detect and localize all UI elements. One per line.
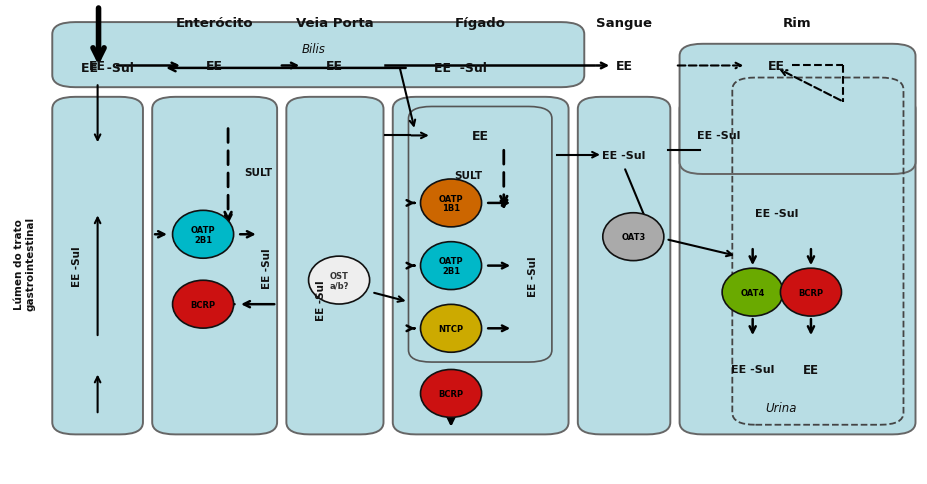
Text: Enterócito: Enterócito: [175, 16, 253, 30]
Text: SULT: SULT: [245, 167, 273, 177]
Text: EE -Sul: EE -Sul: [261, 248, 272, 289]
Text: EE: EE: [768, 60, 784, 73]
Text: EE -Sul: EE -Sul: [696, 131, 740, 141]
Text: Veia Porta: Veia Porta: [296, 16, 373, 30]
Text: EE  -Sul: EE -Sul: [434, 62, 487, 75]
Text: SULT: SULT: [454, 171, 482, 181]
Text: EE: EE: [472, 130, 489, 143]
Text: Lúmen do trato
gastrointestinal: Lúmen do trato gastrointestinal: [14, 217, 35, 311]
Text: EE: EE: [615, 60, 632, 73]
Ellipse shape: [780, 269, 841, 317]
Ellipse shape: [172, 211, 234, 258]
Text: EE -Sul: EE -Sul: [755, 208, 797, 218]
Text: OATP
2B1: OATP 2B1: [191, 226, 215, 244]
Text: BCRP: BCRP: [438, 389, 464, 398]
Text: OATP
2B1: OATP 2B1: [438, 257, 463, 275]
FancyBboxPatch shape: [578, 98, 669, 435]
FancyBboxPatch shape: [152, 98, 277, 435]
Text: Fígado: Fígado: [454, 16, 505, 30]
Text: EE: EE: [89, 60, 106, 73]
Text: NTCP: NTCP: [438, 324, 464, 333]
Ellipse shape: [420, 305, 481, 352]
Ellipse shape: [420, 180, 481, 227]
Ellipse shape: [172, 281, 234, 329]
Text: EE: EE: [325, 60, 343, 73]
Text: OST
a/b?: OST a/b?: [329, 271, 349, 290]
Ellipse shape: [420, 370, 481, 418]
FancyBboxPatch shape: [52, 98, 143, 435]
Text: OAT3: OAT3: [620, 233, 645, 242]
FancyBboxPatch shape: [679, 98, 915, 435]
FancyBboxPatch shape: [679, 45, 915, 175]
Text: Bilis: Bilis: [301, 43, 324, 56]
Text: BCRP: BCRP: [797, 288, 822, 297]
FancyBboxPatch shape: [408, 107, 552, 363]
Ellipse shape: [603, 213, 663, 261]
Text: EE -Sul: EE -Sul: [527, 256, 538, 296]
Text: Urina: Urina: [765, 402, 796, 414]
Text: OATP
1B1: OATP 1B1: [438, 194, 463, 213]
Text: Rim: Rim: [781, 16, 810, 30]
Text: Sangue: Sangue: [595, 16, 652, 30]
Text: EE -Sul: EE -Sul: [72, 246, 83, 287]
Text: EE -Sul: EE -Sul: [602, 151, 645, 160]
Ellipse shape: [721, 269, 782, 317]
FancyBboxPatch shape: [52, 23, 584, 88]
FancyBboxPatch shape: [392, 98, 568, 435]
Ellipse shape: [309, 257, 369, 304]
Ellipse shape: [420, 242, 481, 290]
Text: EE -Sul: EE -Sul: [730, 364, 773, 375]
Text: EE: EE: [802, 363, 818, 376]
FancyBboxPatch shape: [286, 98, 383, 435]
Text: BCRP: BCRP: [190, 300, 215, 309]
Text: EE  -Sul: EE -Sul: [82, 62, 134, 75]
Text: EE: EE: [206, 60, 222, 73]
Text: OAT4: OAT4: [740, 288, 764, 297]
Text: EE -Sul: EE -Sul: [315, 279, 325, 320]
